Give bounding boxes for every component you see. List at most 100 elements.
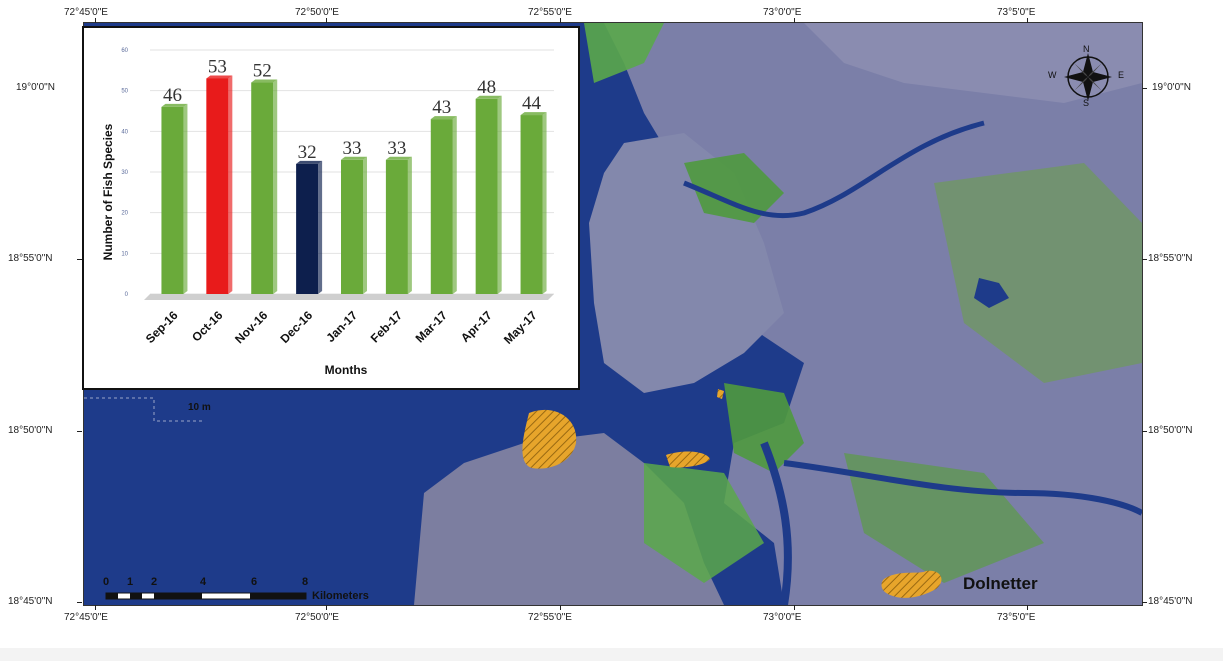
y-tick-label: 40 [121, 129, 128, 135]
bar-side [318, 160, 323, 294]
mangrove-patch-1 [684, 153, 784, 223]
x-tick-label: Jan-17 [323, 308, 360, 345]
top-tick-2 [326, 18, 327, 23]
bar-side [452, 116, 457, 294]
mainland-north [804, 23, 1142, 103]
scale-tick-1: 1 [127, 576, 134, 588]
right-tick-4 [1142, 602, 1147, 603]
scale-tick-4: 4 [200, 576, 207, 588]
x-tick-label: Sep-16 [143, 308, 181, 346]
bottom-tick-3 [560, 605, 561, 610]
y-tick-label: 20 [121, 211, 128, 217]
mangrove-patch-2 [724, 383, 804, 473]
top-tick-4 [794, 18, 795, 23]
satellite-map [83, 22, 1143, 606]
y-axis-title: Number of Fish Species [101, 123, 115, 260]
bar-side [497, 95, 502, 294]
depth-contour-label: 10 m [188, 402, 211, 413]
top-tick-1 [95, 18, 96, 23]
compass-west-label: W [1048, 70, 1057, 80]
bottom-coord-1: 72°45'0"E [64, 612, 108, 623]
top-coord-1: 72°45'0"E [64, 7, 108, 18]
bar-sep-16 [161, 106, 184, 294]
bottom-coord-2: 72°50'0"E [295, 612, 339, 623]
bar-oct-16 [206, 78, 229, 294]
satellite-map-image [84, 23, 1142, 605]
bar-mar-17 [430, 119, 453, 294]
creek-2 [683, 120, 985, 219]
creek-1 [783, 460, 1142, 516]
data-label: 33 [343, 138, 362, 159]
chart-floor [144, 294, 554, 300]
y-tick-label: 50 [121, 89, 128, 95]
scale-tick-8: 8 [302, 576, 309, 588]
right-coord-4: 18°45'0"N [1148, 596, 1193, 607]
x-tick-label: Dec-16 [278, 308, 316, 346]
bar-may-17 [520, 115, 543, 294]
hills-patch-2 [844, 453, 1044, 583]
data-label: 32 [298, 142, 317, 163]
data-label: 33 [387, 138, 406, 159]
bottom-coord-3: 72°55'0"E [528, 612, 572, 623]
bar-dec-16 [296, 163, 319, 294]
top-tick-5 [1027, 18, 1028, 23]
bottom-tick-2 [326, 605, 327, 610]
bottom-tick-5 [1027, 605, 1028, 610]
left-tick-4 [77, 602, 82, 603]
bar-top [296, 160, 323, 164]
reservoir [974, 278, 1009, 308]
data-label: 53 [208, 56, 227, 77]
bar-feb-17 [385, 159, 408, 294]
scale-unit-label: Kilometers [312, 590, 369, 602]
right-tick-3 [1142, 431, 1147, 432]
compass-north-label: N [1083, 44, 1090, 54]
x-tick-label: Mar-17 [413, 308, 450, 345]
y-tick-label: 30 [121, 170, 128, 176]
compass-south-label: S [1083, 98, 1090, 108]
bar-side [363, 156, 367, 294]
right-tick-1 [1142, 88, 1147, 89]
north-arrow-compass [1064, 53, 1112, 101]
right-tick-2 [1142, 259, 1147, 260]
data-label: 43 [432, 97, 451, 118]
bottom-tick-1 [95, 605, 96, 610]
scale-tick-6: 6 [251, 576, 258, 588]
bar-top [430, 116, 457, 120]
scale-bar [105, 592, 307, 600]
x-tick-label: Apr-17 [458, 308, 495, 345]
top-coord-3: 72°55'0"E [528, 7, 572, 18]
bar-apr-17 [475, 98, 498, 294]
bottom-tick-4 [794, 605, 795, 610]
study-site-dolnetter [881, 570, 942, 598]
bar-top [520, 112, 547, 116]
study-site-2 [666, 451, 710, 468]
study-site-1 [522, 409, 577, 469]
bar-jan-17 [341, 159, 363, 294]
right-coord-3: 18°50'0"N [1148, 425, 1193, 436]
bar-top [206, 75, 233, 79]
left-tick-3 [77, 431, 82, 432]
x-tick-label: May-17 [501, 308, 540, 347]
place-label-dolnetter: Dolnetter [963, 574, 1038, 593]
bar-top [251, 79, 278, 83]
scale-tick-2: 2 [151, 576, 158, 588]
bar-nov-16 [251, 82, 274, 295]
hills-patch-1 [934, 163, 1142, 383]
bar-top [475, 95, 502, 99]
x-tick-label: Feb-17 [368, 308, 405, 345]
x-tick-label: Nov-16 [232, 308, 270, 346]
study-site-3 [717, 389, 724, 399]
left-coord-4: 18°45'0"N [8, 596, 53, 607]
left-coord-3: 18°50'0"N [8, 425, 53, 436]
y-tick-label: 0 [125, 292, 129, 298]
right-coord-2: 18°55'0"N [1148, 253, 1193, 264]
x-tick-label: Oct-16 [189, 308, 226, 345]
data-label: 46 [163, 85, 182, 106]
footer-strip [0, 648, 1223, 661]
left-coord-2: 18°55'0"N [8, 253, 53, 264]
data-label: 48 [477, 77, 496, 98]
top-coord-2: 72°50'0"E [295, 7, 339, 18]
bar-side [228, 75, 233, 294]
top-coord-5: 73°5'0"E [997, 7, 1036, 18]
bar-side [183, 103, 188, 294]
